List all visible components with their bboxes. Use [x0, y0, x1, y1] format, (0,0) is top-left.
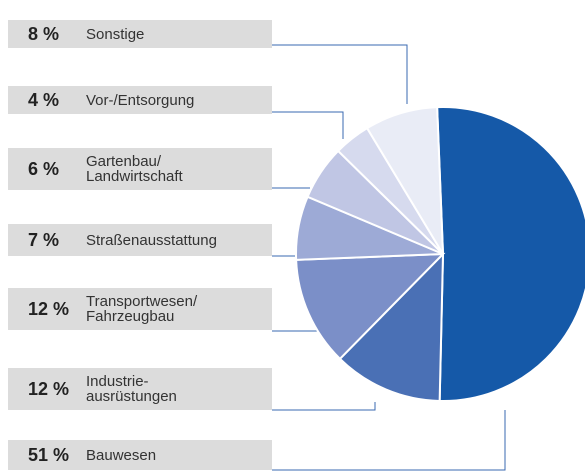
- label-box: 12 % Transportwesen/ Fahrzeugbau: [8, 288, 272, 330]
- value-label: 6 %: [28, 158, 60, 179]
- label-box: 6 % Gartenbau/ Landwirtschaft: [8, 148, 272, 190]
- category-label: Industrie- ausrüstungen: [86, 373, 177, 405]
- category-label: Sonstige: [86, 25, 145, 43]
- category-label: Straßenausstattung: [86, 231, 217, 249]
- value-label: 51 %: [28, 444, 70, 465]
- pie-slice: [436, 106, 585, 402]
- label-box: 12 % Industrie- ausrüstungen: [8, 368, 272, 410]
- pie-slice: [295, 252, 446, 361]
- value-label: 12 %: [28, 378, 70, 399]
- leader-line: [272, 44, 408, 104]
- leader-line: [272, 111, 344, 139]
- label-box: 51 % Bauwesen: [8, 440, 272, 470]
- value-label: 7 %: [28, 229, 60, 250]
- category-label: Vor-/Entsorgung: [86, 91, 195, 109]
- category-label: Bauwesen: [86, 446, 157, 464]
- label-box: 7 % Straßenausstattung: [8, 224, 272, 256]
- value-label: 12 %: [28, 298, 70, 319]
- leader-line: [272, 410, 506, 471]
- leader-line: [272, 402, 376, 411]
- category-label: Gartenbau/ Landwirtschaft: [86, 153, 183, 185]
- label-box: 4 % Vor-/Entsorgung: [8, 86, 272, 114]
- pie-slice: [338, 251, 445, 402]
- pie-slice: [365, 106, 444, 255]
- value-label: 4 %: [28, 89, 60, 110]
- label-box: 8 % Sonstige: [8, 20, 272, 48]
- category-label: Transportwesen/ Fahrzeugbau: [86, 293, 198, 325]
- value-label: 8 %: [28, 23, 60, 44]
